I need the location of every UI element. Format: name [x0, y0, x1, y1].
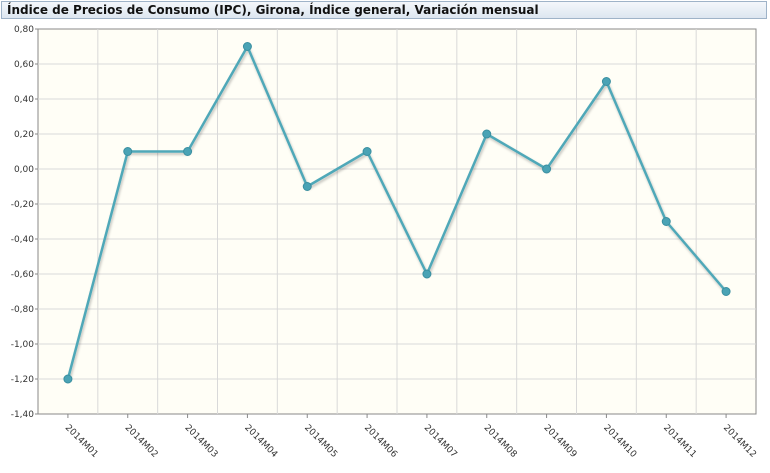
y-axis: 0,80 0,60 0,40 0,20 0,00 -0,20 -0,40 -0,60 -0,80… — [11, 25, 38, 420]
data-point[interactable] — [601, 77, 611, 86]
y-tick-label: -1,20 — [11, 375, 35, 385]
x-tick-label: 2014M06 — [362, 423, 399, 460]
data-point[interactable] — [302, 182, 312, 191]
y-tick-label: -0,20 — [11, 200, 35, 210]
series-line — [66, 45, 728, 380]
data-point[interactable] — [123, 147, 133, 156]
chart-title: Índice de Precios de Consumo (IPC), Giro… — [7, 3, 539, 17]
data-point[interactable] — [362, 147, 372, 156]
x-tick-label: 2014M03 — [182, 423, 219, 460]
y-tick-label: 0,80 — [14, 25, 34, 35]
y-tick-label: -1,00 — [11, 340, 35, 350]
data-point[interactable] — [242, 42, 252, 51]
x-tick-label: 2014M09 — [541, 423, 578, 460]
y-tick-label: -0,80 — [11, 305, 35, 315]
data-point[interactable] — [63, 374, 73, 384]
y-tick-label: -0,60 — [11, 270, 35, 280]
x-tick-label: 2014M07 — [422, 423, 459, 460]
x-tick-label: 2014M05 — [302, 423, 339, 460]
data-point[interactable] — [721, 287, 731, 296]
series-layer — [63, 42, 731, 384]
data-point[interactable] — [661, 217, 671, 226]
data-point[interactable] — [183, 147, 193, 156]
data-point[interactable] — [482, 129, 492, 139]
y-tick-label: 0,40 — [14, 95, 34, 105]
x-tick-label: 2014M04 — [242, 423, 279, 460]
grid-lines — [38, 29, 756, 414]
y-tick-label: -0,40 — [11, 235, 35, 245]
chart-title-bar: Índice de Precios de Consumo (IPC), Giro… — [1, 1, 767, 19]
y-tick-label: 0,20 — [14, 130, 34, 140]
data-point[interactable] — [422, 269, 432, 279]
x-tick-label: 2014M01 — [63, 423, 100, 460]
x-tick-label: 2014M08 — [482, 423, 519, 460]
x-tick-label: 2014M11 — [661, 423, 698, 460]
x-tick-label: 2014M10 — [601, 423, 638, 460]
x-tick-label: 2014M02 — [123, 423, 160, 460]
x-axis: 2014M01 2014M02 2014M03 2014M04 2014M05 2014M… — [63, 414, 758, 460]
data-point[interactable] — [542, 164, 552, 174]
y-tick-label: -1,40 — [11, 410, 35, 420]
x-tick-label: 2014M12 — [721, 423, 758, 460]
y-tick-label: 0,60 — [14, 60, 34, 70]
y-tick-label: 0,00 — [14, 165, 34, 175]
